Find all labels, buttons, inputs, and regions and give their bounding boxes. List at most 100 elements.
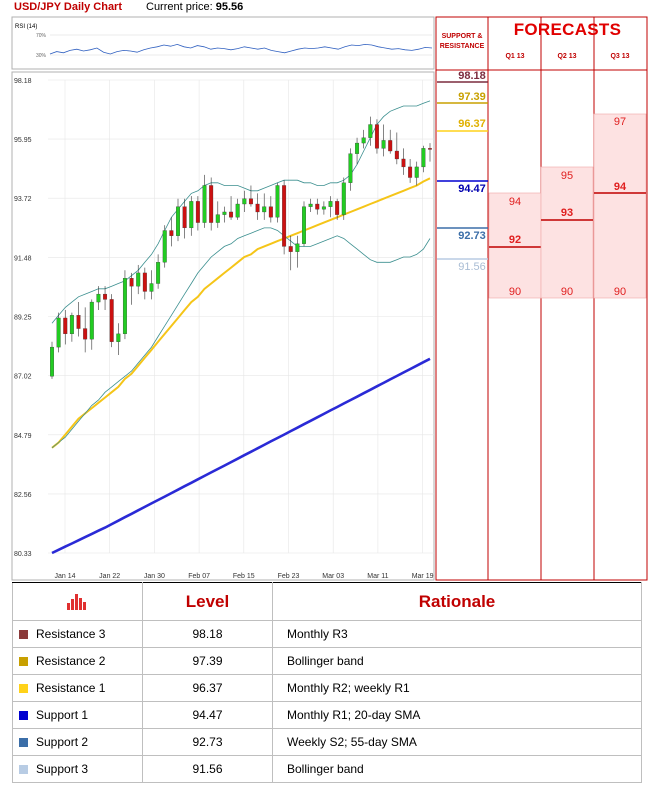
swatch-resistance3 <box>19 630 28 639</box>
candle-body <box>282 185 287 247</box>
candle-body <box>195 201 200 223</box>
swatch-resistance2 <box>19 657 28 666</box>
sr-heading-line1: SUPPORT & <box>441 33 483 40</box>
candle-body <box>421 148 426 168</box>
series-bollinger-lower <box>51 227 431 449</box>
level-label-s2: 92.73 <box>458 230 486 242</box>
candle-body <box>408 166 413 178</box>
candle-body <box>355 142 360 154</box>
y-tick-label: 89.25 <box>14 315 32 322</box>
rsi-label: RSI (14) <box>15 24 37 30</box>
candle-body <box>169 230 174 236</box>
bar-chart-icon <box>12 582 143 621</box>
candle-body <box>89 301 94 340</box>
row-rationale: Monthly R2; weekly R1 <box>272 674 642 702</box>
current-price-label: Current price: <box>146 1 213 13</box>
row-level: 98.18 <box>142 620 273 648</box>
candle-body <box>341 182 346 215</box>
candle-body <box>56 317 61 348</box>
x-tick-label: Mar 11 <box>367 573 388 580</box>
sr-heading: SUPPORT & RESISTANCE <box>436 18 488 70</box>
candle-body <box>428 148 432 150</box>
candle-body <box>262 206 267 213</box>
candle-body <box>149 283 154 292</box>
x-tick-label: Jan 22 <box>99 573 120 580</box>
candle-body <box>96 293 101 303</box>
candle-body <box>142 272 147 292</box>
level-column-header: Level <box>142 582 273 621</box>
y-tick-label: 93.72 <box>14 196 32 203</box>
candle-body <box>401 158 406 168</box>
candle-body <box>235 203 240 218</box>
rsi-70-label: 70% <box>36 33 47 39</box>
table-row: Resistance 1 96.37 Monthly R2; weekly R1 <box>12 674 642 702</box>
row-name: Support 2 <box>36 735 89 749</box>
forecast-range-q2 <box>540 166 594 299</box>
candle-body <box>162 230 167 263</box>
forecast-column-q3 <box>593 16 648 581</box>
x-tick-label: Feb 15 <box>233 573 255 580</box>
candle-body <box>129 278 134 287</box>
series-bollinger-upper <box>51 100 431 324</box>
forecasts-title: FORECASTS <box>513 20 622 39</box>
candle-body <box>136 272 141 287</box>
candle-body <box>348 153 353 183</box>
candle-body <box>156 262 161 284</box>
swatch-support1 <box>19 711 28 720</box>
current-price: Current price: 95.56 <box>146 1 243 13</box>
level-label-s1: 94.47 <box>458 183 486 195</box>
candle-body <box>116 333 121 342</box>
candle-body <box>209 185 214 223</box>
candle-body <box>321 206 326 210</box>
row-level: 97.39 <box>142 647 273 675</box>
candle-body <box>189 201 194 229</box>
chart-title: USD/JPY Daily Chart <box>14 1 123 13</box>
table-row: Resistance 2 97.39 Bollinger band <box>12 647 642 675</box>
forecast-q3-low: 90 <box>613 286 627 298</box>
row-rationale: Bollinger band <box>272 647 642 675</box>
row-rationale: Weekly S2; 55-day SMA <box>272 728 642 756</box>
forecast-q1-main: 92 <box>508 234 522 246</box>
forecast-q1-low: 90 <box>508 286 522 298</box>
bars-icon <box>66 594 86 611</box>
row-rationale: Monthly R3 <box>272 620 642 648</box>
candle-body <box>295 243 300 252</box>
candle-body <box>69 315 74 335</box>
sr-heading-line2: RESISTANCE <box>439 43 485 50</box>
candle-body <box>182 206 187 229</box>
rsi-30-label: 30% <box>36 53 47 59</box>
level-label-r2: 97.39 <box>458 91 486 103</box>
level-label-r1: 96.37 <box>458 118 486 130</box>
candle-body <box>50 346 54 377</box>
candle-body <box>215 214 220 223</box>
x-tick-label: Feb 23 <box>278 573 300 580</box>
y-tick-label: 82.56 <box>14 492 32 499</box>
rsi-line <box>49 43 433 55</box>
candle-body <box>248 198 253 205</box>
forecast-column-q2 <box>540 16 595 581</box>
forecast-q1-high: 94 <box>508 196 522 208</box>
candle-body <box>83 328 88 340</box>
candle-body <box>122 278 127 335</box>
row-name: Resistance 1 <box>36 681 106 695</box>
forecast-q2-main: 93 <box>560 207 574 219</box>
table-row: Resistance 3 98.18 Monthly R3 <box>12 620 642 648</box>
y-tick-label: 98.18 <box>14 78 32 85</box>
row-level: 96.37 <box>142 674 273 702</box>
candle-body <box>76 315 81 329</box>
swatch-support3 <box>19 765 28 774</box>
x-tick-label: Mar 19 <box>412 573 434 580</box>
y-tick-label: 84.79 <box>14 433 32 440</box>
usdjpy-chart: RSI (14) 70% 30% 98.18 95.95 93.72 91.48 89.25 8… <box>11 16 648 581</box>
x-tick-label: Feb 07 <box>188 573 210 580</box>
candle-body <box>255 203 260 213</box>
swatch-resistance1 <box>19 684 28 693</box>
chart-header: USD/JPY Daily Chart Current price: 95.56 <box>0 0 440 16</box>
candle-body <box>335 201 340 215</box>
candle-body <box>275 185 280 218</box>
candle-body <box>202 185 207 223</box>
forecast-q3-main: 94 <box>613 181 627 193</box>
row-name: Resistance 2 <box>36 654 106 668</box>
x-tick-label: Mar 03 <box>322 573 344 580</box>
series-sma-20 <box>51 177 431 449</box>
